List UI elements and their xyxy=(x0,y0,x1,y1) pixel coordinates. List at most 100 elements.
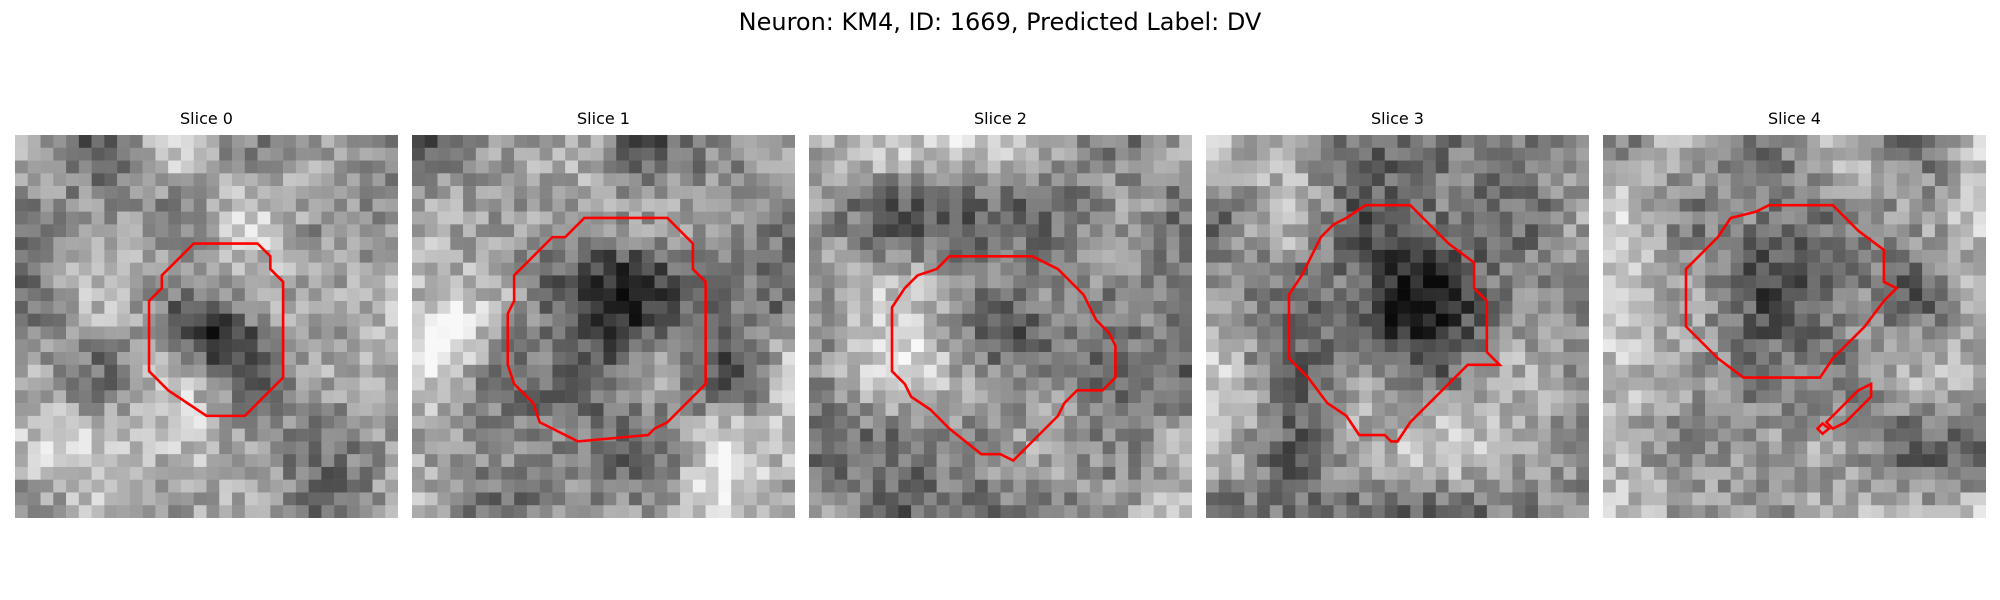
image-pixel xyxy=(1140,211,1154,225)
image-pixel xyxy=(1128,135,1142,149)
image-pixel xyxy=(117,198,131,212)
image-pixel xyxy=(206,352,220,366)
image-pixel xyxy=(1832,275,1846,289)
image-pixel xyxy=(1461,339,1475,353)
image-pixel xyxy=(168,352,182,366)
image-pixel xyxy=(412,364,426,378)
image-pixel xyxy=(1781,352,1795,366)
image-pixel xyxy=(117,390,131,404)
image-pixel xyxy=(1359,403,1373,417)
image-pixel xyxy=(860,454,874,468)
image-pixel xyxy=(809,288,823,302)
image-pixel xyxy=(168,160,182,174)
image-pixel xyxy=(1794,479,1808,493)
image-pixel xyxy=(974,198,988,212)
image-pixel xyxy=(1231,237,1245,251)
image-pixel xyxy=(1397,211,1411,225)
image-pixel xyxy=(1359,300,1373,314)
image-pixel xyxy=(424,313,438,327)
image-pixel xyxy=(1743,224,1757,238)
image-pixel xyxy=(424,466,438,480)
image-pixel xyxy=(1934,492,1948,506)
image-pixel xyxy=(1820,479,1834,493)
image-pixel xyxy=(1102,262,1116,276)
image-pixel xyxy=(539,454,553,468)
image-pixel xyxy=(756,479,770,493)
image-pixel xyxy=(1013,454,1027,468)
image-pixel xyxy=(809,377,823,391)
image-pixel xyxy=(1832,428,1846,442)
image-pixel xyxy=(1397,173,1411,187)
image-pixel xyxy=(15,198,29,212)
image-pixel xyxy=(1883,466,1897,480)
image-pixel xyxy=(821,403,835,417)
image-pixel xyxy=(1051,454,1065,468)
image-pixel xyxy=(1947,492,1961,506)
image-pixel xyxy=(1026,492,1040,506)
image-pixel xyxy=(1333,198,1347,212)
image-pixel xyxy=(1051,390,1065,404)
image-pixel xyxy=(1461,262,1475,276)
image-pixel xyxy=(1499,237,1513,251)
image-pixel xyxy=(27,428,41,442)
image-pixel xyxy=(1628,300,1642,314)
image-pixel xyxy=(1026,224,1040,238)
image-pixel xyxy=(1845,300,1859,314)
image-pixel xyxy=(872,505,886,518)
image-pixel xyxy=(987,364,1001,378)
image-pixel xyxy=(283,288,297,302)
image-pixel xyxy=(463,224,477,238)
image-pixel xyxy=(1922,466,1936,480)
image-pixel xyxy=(295,237,309,251)
image-pixel xyxy=(898,198,912,212)
image-pixel xyxy=(475,377,489,391)
image-pixel xyxy=(847,237,861,251)
image-pixel xyxy=(1423,403,1437,417)
image-pixel xyxy=(1512,198,1526,212)
image-pixel xyxy=(1525,237,1539,251)
image-pixel xyxy=(577,339,591,353)
image-pixel xyxy=(334,160,348,174)
image-pixel xyxy=(129,352,143,366)
image-pixel xyxy=(1832,249,1846,263)
image-pixel xyxy=(232,262,246,276)
image-pixel xyxy=(718,339,732,353)
image-pixel xyxy=(692,313,706,327)
image-pixel xyxy=(962,390,976,404)
image-pixel xyxy=(885,505,899,518)
image-pixel xyxy=(1026,339,1040,353)
image-pixel xyxy=(359,441,373,455)
image-pixel xyxy=(1576,173,1589,187)
image-pixel xyxy=(1423,135,1437,149)
image-pixel xyxy=(898,415,912,429)
image-pixel xyxy=(1563,237,1577,251)
image-pixel xyxy=(654,466,668,480)
image-pixel xyxy=(987,313,1001,327)
image-pixel xyxy=(1499,249,1513,263)
image-pixel xyxy=(1359,262,1373,276)
image-pixel xyxy=(911,262,925,276)
image-pixel xyxy=(1474,147,1488,161)
image-pixel xyxy=(1654,505,1668,518)
image-pixel xyxy=(898,364,912,378)
image-pixel xyxy=(1308,313,1322,327)
image-pixel xyxy=(1448,288,1462,302)
image-pixel xyxy=(641,403,655,417)
image-pixel xyxy=(1089,441,1103,455)
image-pixel xyxy=(359,454,373,468)
image-pixel xyxy=(1397,313,1411,327)
image-pixel xyxy=(718,352,732,366)
image-pixel xyxy=(168,186,182,200)
image-pixel xyxy=(1346,186,1360,200)
image-pixel xyxy=(424,237,438,251)
image-pixel xyxy=(1576,300,1589,314)
image-pixel xyxy=(104,390,118,404)
image-pixel xyxy=(898,160,912,174)
image-pixel xyxy=(1883,160,1897,174)
image-pixel xyxy=(1448,135,1462,149)
image-pixel xyxy=(321,173,335,187)
image-pixel xyxy=(1654,339,1668,353)
image-pixel xyxy=(1346,339,1360,353)
image-pixel xyxy=(1973,300,1986,314)
image-pixel xyxy=(654,275,668,289)
